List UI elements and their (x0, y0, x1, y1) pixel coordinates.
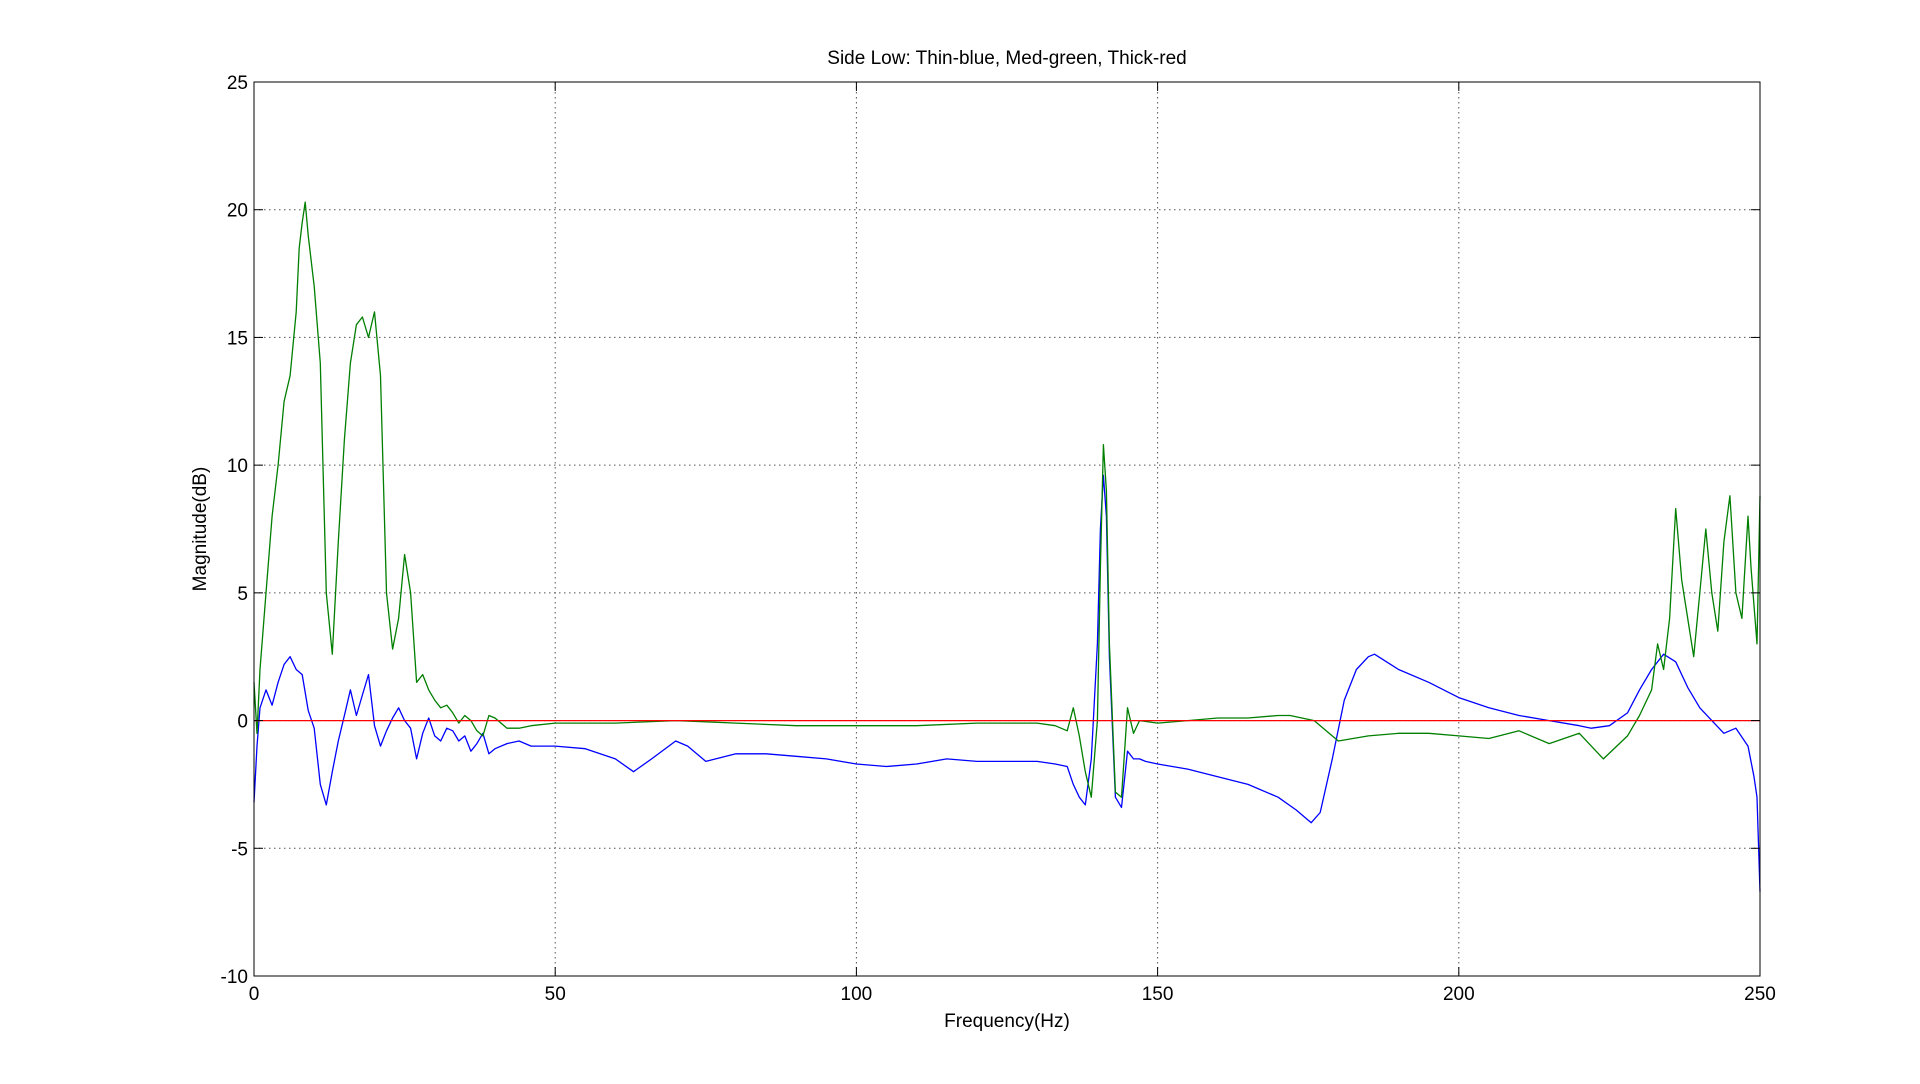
x-tick-label: 100 (841, 984, 873, 1005)
ticks (253, 81, 1761, 977)
chart-title: Side Low: Thin-blue, Med-green, Thick-re… (827, 48, 1186, 69)
y-tick-label: -5 (231, 839, 248, 860)
y-tick-label: 0 (237, 712, 248, 733)
y-tick-label: 10 (227, 456, 248, 477)
series-line-green (253, 201, 1761, 798)
x-tick-label: 200 (1443, 984, 1475, 1005)
x-tick-label: 150 (1142, 984, 1174, 1005)
x-tick-label: 50 (545, 984, 566, 1005)
axes-frame (253, 81, 1761, 977)
y-axis-label: Magnitude(dB) (190, 467, 211, 592)
y-tick-labels: -10 -5 0 5 10 15 20 25 (221, 73, 248, 988)
plot-area (253, 81, 1761, 977)
x-tick-labels: 0 50 100 150 200 250 (249, 984, 1776, 1005)
x-axis-label: Frequency(Hz) (944, 1011, 1070, 1032)
y-tick-label: -10 (221, 967, 248, 988)
x-tick-label: 0 (249, 984, 260, 1005)
x-tick-label: 250 (1744, 984, 1776, 1005)
series-line-blue (253, 474, 1761, 892)
y-tick-label: 25 (227, 73, 248, 94)
y-tick-label: 5 (237, 584, 248, 605)
y-tick-label: 20 (227, 201, 248, 222)
series-layer (253, 201, 1761, 892)
y-tick-label: 15 (227, 328, 248, 349)
